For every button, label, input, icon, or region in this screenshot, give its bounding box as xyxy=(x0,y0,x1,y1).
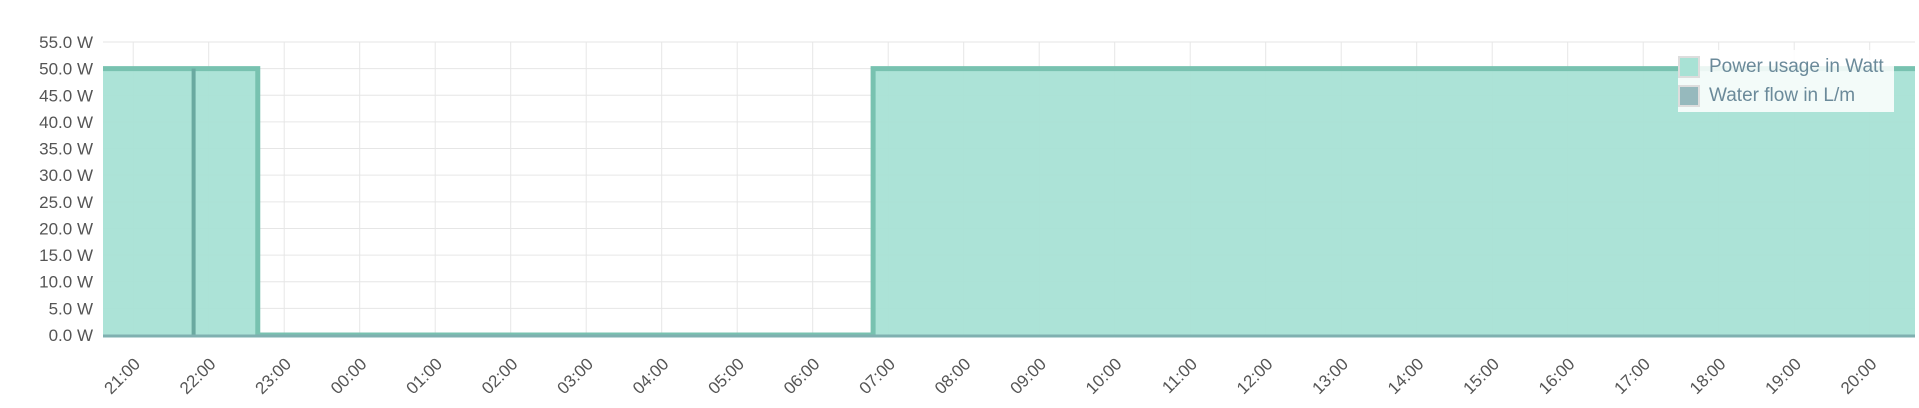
x-tick-label: 23:00 xyxy=(252,354,296,398)
y-tick-label: 45.0 W xyxy=(39,86,93,105)
x-tick-label: 05:00 xyxy=(705,354,749,398)
legend-item-power[interactable]: Power usage in Watt xyxy=(1678,52,1884,81)
y-tick-label: 0.0 W xyxy=(49,326,93,345)
y-tick-label: 5.0 W xyxy=(49,299,93,318)
x-tick-label: 08:00 xyxy=(931,354,975,398)
y-tick-label: 25.0 W xyxy=(39,193,93,212)
y-tick-label: 15.0 W xyxy=(39,246,93,265)
y-tick-label: 35.0 W xyxy=(39,140,93,159)
legend-swatch-water xyxy=(1678,84,1700,107)
y-tick-label: 10.0 W xyxy=(39,273,93,292)
x-tick-label: 14:00 xyxy=(1384,354,1428,398)
x-tick-label: 06:00 xyxy=(780,354,824,398)
y-tick-label: 20.0 W xyxy=(39,219,93,238)
x-tick-label: 22:00 xyxy=(176,354,220,398)
legend-item-water[interactable]: Water flow in L/m xyxy=(1678,81,1884,110)
x-tick-label: 03:00 xyxy=(554,354,598,398)
x-tick-label: 09:00 xyxy=(1007,354,1051,398)
x-tick-label: 07:00 xyxy=(856,354,900,398)
x-tick-label: 17:00 xyxy=(1611,354,1655,398)
y-tick-label: 50.0 W xyxy=(39,60,93,79)
legend-label-water: Water flow in L/m xyxy=(1709,84,1856,106)
y-tick-label: 55.0 W xyxy=(39,33,93,52)
x-tick-label: 16:00 xyxy=(1535,354,1579,398)
y-tick-label: 40.0 W xyxy=(39,113,93,132)
series-power-area xyxy=(103,68,1915,336)
y-axis: 0.0 W 5.0 W 10.0 W 15.0 W 20.0 W 25.0 W 30.0 W… xyxy=(39,33,93,345)
y-tick-label: 30.0 W xyxy=(39,166,93,185)
x-tick-label: 10:00 xyxy=(1082,354,1126,398)
x-tick-label: 11:00 xyxy=(1158,354,1201,397)
legend-label-power: Power usage in Watt xyxy=(1709,55,1884,77)
x-tick-label: 18:00 xyxy=(1686,354,1730,398)
x-tick-label: 19:00 xyxy=(1762,354,1806,398)
x-tick-label: 00:00 xyxy=(327,354,371,398)
legend-swatch-power xyxy=(1678,55,1700,78)
x-tick-label: 15:00 xyxy=(1460,354,1504,398)
x-tick-label: 20:00 xyxy=(1837,354,1881,398)
x-axis: 21:00 22:00 23:00 00:00 01:00 02:00 03:00 04:00… xyxy=(101,354,1881,398)
x-tick-label: 12:00 xyxy=(1233,354,1277,398)
series-layer xyxy=(103,66,1915,338)
x-tick-label: 02:00 xyxy=(478,354,522,398)
legend: Power usage in Watt Water flow in L/m xyxy=(1678,50,1894,112)
x-tick-label: 13:00 xyxy=(1309,354,1353,398)
x-tick-label: 21:00 xyxy=(101,354,145,398)
x-tick-label: 04:00 xyxy=(629,354,673,398)
x-tick-label: 01:00 xyxy=(403,354,447,398)
